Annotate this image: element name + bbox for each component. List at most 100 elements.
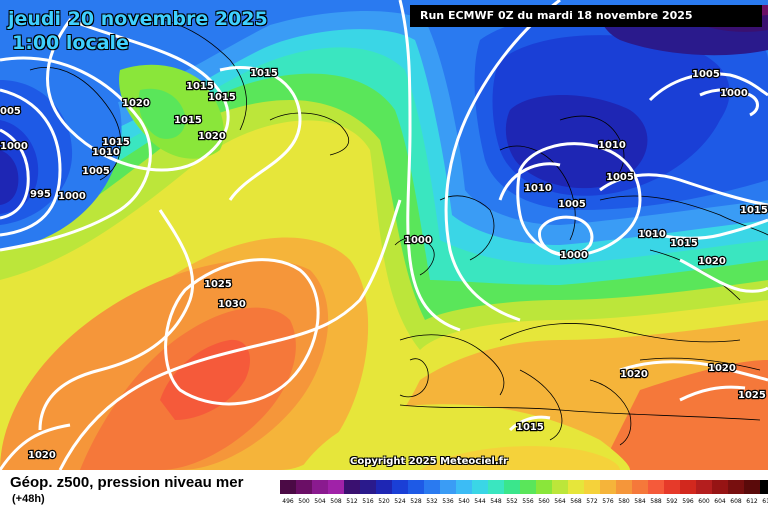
scale-label: 596 [682,498,694,505]
scale-label: 552 [506,498,518,505]
scale-swatch [680,480,696,494]
lead-time: (+48h) [12,493,45,505]
scale-label: 540 [458,498,470,505]
scale-swatch [600,480,616,494]
scale-label: 576 [602,498,614,505]
isobar-label: 1000 [58,191,86,202]
isobar-label: 1025 [738,390,766,401]
isobar-label: 1025 [204,279,232,290]
scale-label: 536 [442,498,454,505]
forecast-time: 1:00 locale [12,32,129,54]
scale-label: 584 [634,498,646,505]
isobar-label: 1015 [516,422,544,433]
scale-label: 516 [362,498,374,505]
scale-swatch [328,480,344,494]
isobar-label: 995 [30,189,51,200]
isobar-label: 1020 [122,98,150,109]
scale-label: 568 [570,498,582,505]
scale-swatch [664,480,680,494]
isobar-label: 1010 [92,147,120,158]
scale-swatch [696,480,712,494]
isobar-label: 1005 [82,166,110,177]
scale-label: 592 [666,498,678,505]
isobar-label: 1020 [620,369,648,380]
scale-label: 512 [346,498,358,505]
isobar-label: 1015 [186,81,214,92]
scale-label: 504 [314,498,326,505]
isobar-label: 1000 [720,88,748,99]
isobar-label: 1000 [560,250,588,261]
isobar-label: 1020 [28,450,56,461]
scale-swatch [296,480,312,494]
scale-label: 612 [746,498,758,505]
isobar-label: 1030 [218,299,246,310]
scale-label: 524 [394,498,406,505]
forecast-date: jeudi 20 novembre 2025 [8,8,268,30]
scale-swatch [648,480,664,494]
scale-swatch [568,480,584,494]
isobar-label: 1005 [692,69,720,80]
scale-label: 580 [618,498,630,505]
isobar-label: 1015 [670,238,698,249]
isobar-label: 1015 [174,115,202,126]
scale-swatch [616,480,632,494]
scale-label: 600 [698,498,710,505]
scale-swatch [760,480,768,494]
geopotential-field: 1015 1015 1015 1020 1015 1015 1020 1010 … [0,0,768,470]
scale-label: 608 [730,498,742,505]
isobar-label: 1005 [558,199,586,210]
scale-swatch [712,480,728,494]
scale-label: 548 [490,498,502,505]
scale-label: 616 [762,498,768,505]
scale-swatch [456,480,472,494]
isobar-label: 1015 [102,137,130,148]
color-scale [280,480,768,494]
scale-label: 560 [538,498,550,505]
scale-swatch [744,480,760,494]
scale-swatch [440,480,456,494]
isobar-labels: 1015 1015 1015 1020 1015 1015 1020 1010 … [0,67,768,462]
scale-swatch [424,480,440,494]
scale-label: 588 [650,498,662,505]
isobar-label: 1015 [250,68,278,79]
scale-label: 544 [474,498,486,505]
run-info: Run ECMWF 0Z du mardi 18 novembre 2025 [410,5,762,27]
scale-swatch [312,480,328,494]
scale-label: 604 [714,498,726,505]
isobar-label: 1020 [708,363,736,374]
scale-swatch [632,480,648,494]
isobar-label: 1000 [0,141,28,152]
weather-map: 1015 1015 1015 1020 1015 1015 1020 1010 … [0,0,768,470]
isobar-label: 1020 [198,131,226,142]
isobar-label: 1015 [740,205,768,216]
isobar-label: 1010 [598,140,626,151]
isobars [0,0,768,470]
scale-swatch [376,480,392,494]
scale-label: 528 [410,498,422,505]
scale-swatch [360,480,376,494]
scale-swatch [472,480,488,494]
scale-label: 564 [554,498,566,505]
scale-label: 500 [298,498,310,505]
isobar-label: 1005 [606,172,634,183]
scale-label: 532 [426,498,438,505]
isobar-label: 1010 [638,229,666,240]
scale-swatch [584,480,600,494]
isobar-label: 1010 [524,183,552,194]
scale-swatch [488,480,504,494]
scale-label: 496 [282,498,294,505]
scale-swatch [344,480,360,494]
scale-swatch [280,480,296,494]
scale-label: 508 [330,498,342,505]
scale-swatch [728,480,744,494]
scale-label: 556 [522,498,534,505]
coastlines [29,17,768,446]
scale-swatch [408,480,424,494]
isobar-label: 1020 [698,256,726,267]
scale-swatch [552,480,568,494]
scale-swatch [392,480,408,494]
scale-swatch [520,480,536,494]
color-scale-labels: 496 500 504 508 512 516 520 524 528 532 536 540 544 5… [280,498,768,505]
scale-swatch [504,480,520,494]
scale-label: 572 [586,498,598,505]
